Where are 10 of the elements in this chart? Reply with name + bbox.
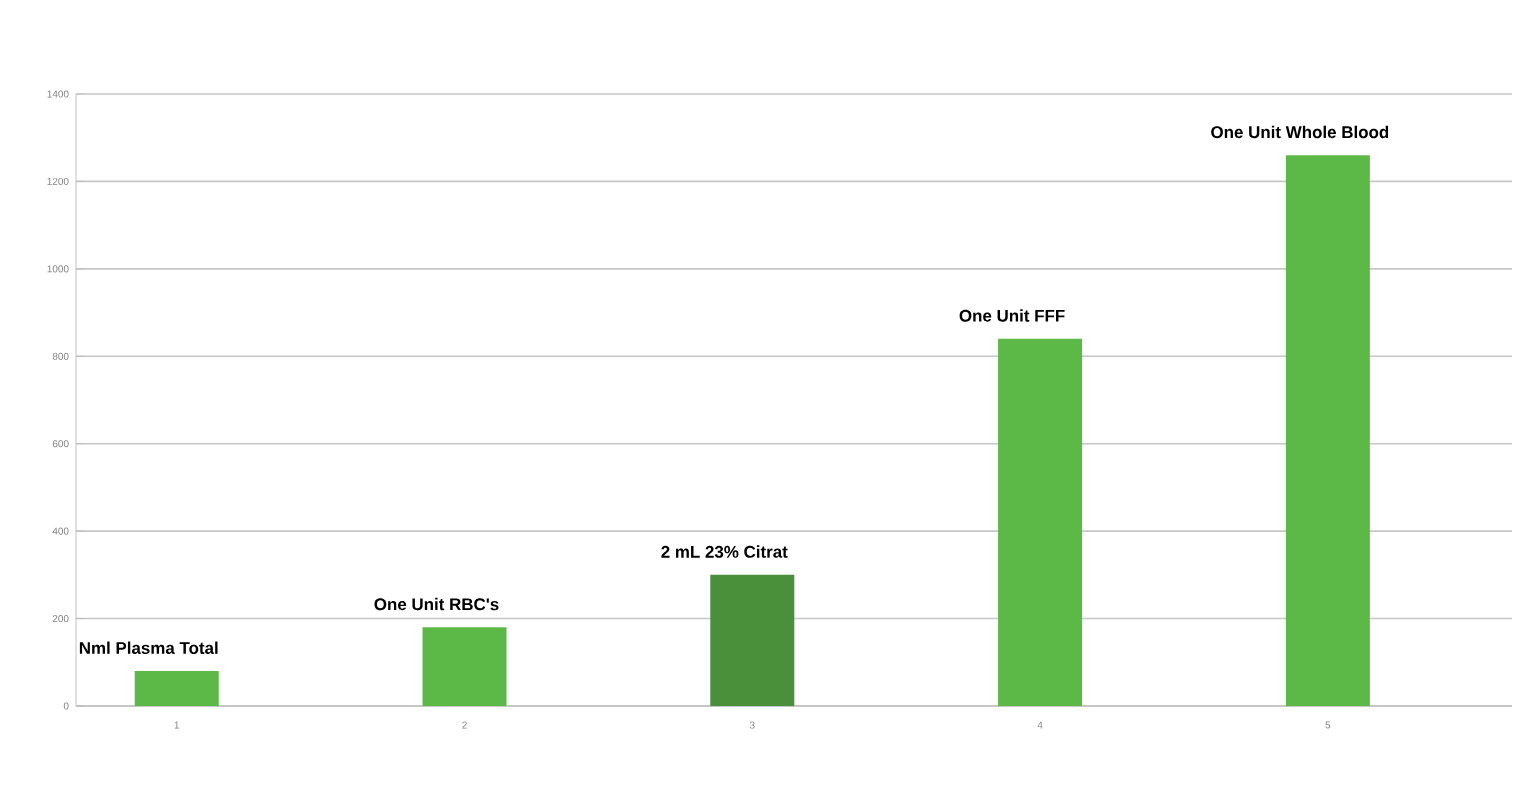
bar — [422, 627, 507, 706]
annotation: One Unit RBC's — [374, 597, 499, 611]
annotation: One Unit Whole Blood — [1211, 125, 1389, 139]
bar — [1285, 155, 1370, 706]
bar — [134, 671, 219, 706]
annotation: One Unit FFF — [959, 309, 1065, 322]
annotation: Nml Plasma Total — [79, 641, 218, 654]
annotation: 2 mL 23% Citrat — [661, 545, 788, 558]
bar — [998, 338, 1083, 706]
bar — [710, 574, 795, 706]
